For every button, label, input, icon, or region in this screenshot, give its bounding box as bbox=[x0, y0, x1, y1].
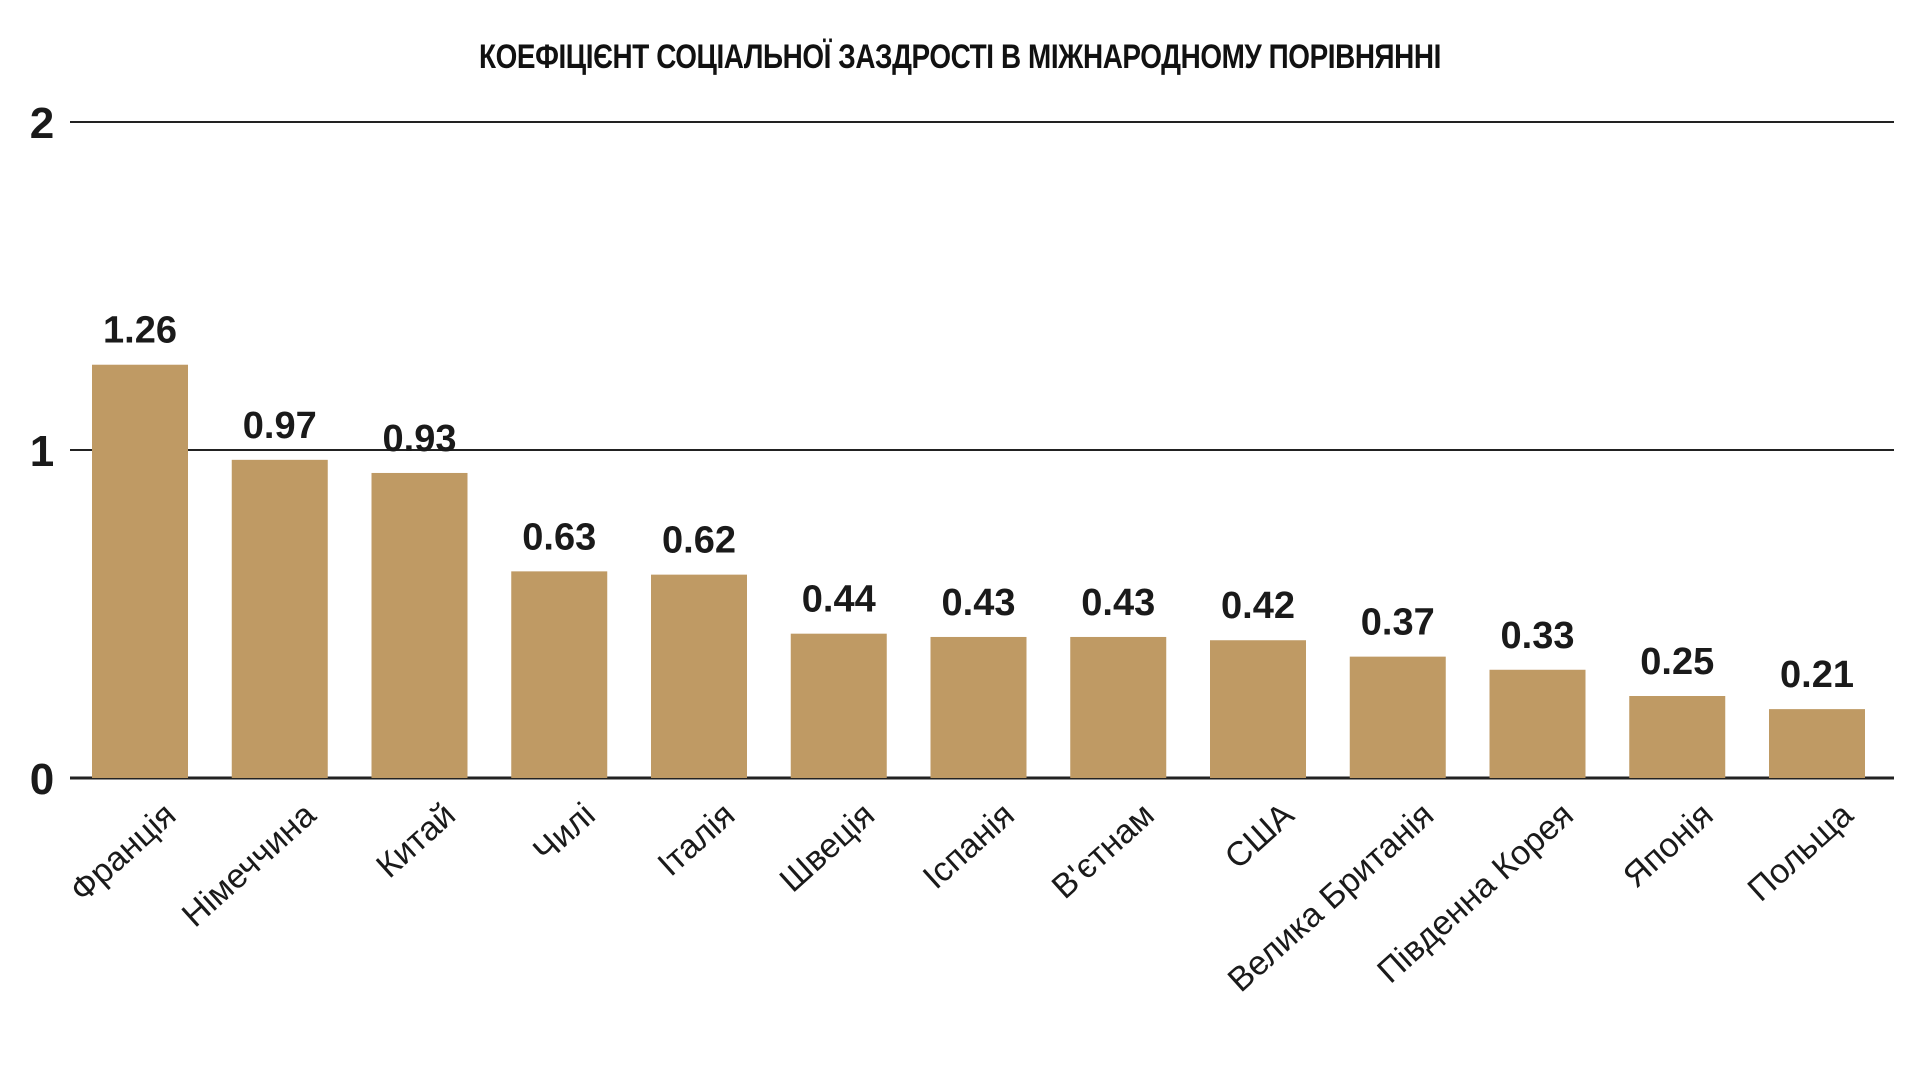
bar bbox=[790, 633, 887, 778]
category-label: Італія bbox=[651, 796, 743, 884]
bar bbox=[92, 364, 188, 778]
y-tick-label: 1 bbox=[30, 427, 54, 476]
bar bbox=[371, 472, 468, 778]
bar bbox=[511, 571, 608, 778]
value-label: 0.93 bbox=[383, 418, 457, 460]
value-label: 0.62 bbox=[662, 520, 736, 562]
bar bbox=[1769, 709, 1865, 778]
y-tick-label: 2 bbox=[30, 99, 54, 148]
category-label: Чилі bbox=[526, 796, 603, 870]
category-label: Японія bbox=[1616, 796, 1721, 896]
category-label: США bbox=[1218, 795, 1302, 876]
bars bbox=[92, 364, 1865, 778]
y-tick-label: 0 bbox=[30, 755, 54, 804]
value-label: 0.25 bbox=[1640, 641, 1714, 683]
bar bbox=[930, 636, 1027, 778]
value-label: 0.43 bbox=[1081, 582, 1155, 624]
bar bbox=[1070, 636, 1167, 778]
value-label: 1.26 bbox=[103, 310, 177, 352]
value-labels: 1.26 0.97 0.93 0.63 0.62 0.44 0.43 0.43 0.42 0.37… bbox=[103, 310, 1854, 696]
category-label: Польща bbox=[1741, 796, 1861, 909]
value-label: 0.37 bbox=[1361, 602, 1435, 644]
value-label: 0.43 bbox=[942, 582, 1016, 624]
bar bbox=[1210, 640, 1306, 778]
category-label: Китай bbox=[369, 796, 463, 886]
category-label: В'єтнам bbox=[1045, 796, 1162, 907]
value-label: 0.44 bbox=[802, 579, 876, 621]
bar bbox=[231, 459, 328, 778]
value-label: 0.97 bbox=[243, 405, 317, 447]
value-label: 0.63 bbox=[522, 516, 596, 558]
value-label: 0.33 bbox=[1501, 615, 1575, 657]
value-label: 0.42 bbox=[1221, 585, 1295, 627]
category-label: Німеччина bbox=[175, 796, 323, 935]
bar bbox=[1489, 669, 1586, 778]
chart-title: КОЕФІЦІЄНТ СОЦІАЛЬНОЇ ЗАЗДРОСТІ В МІЖНАР… bbox=[479, 38, 1441, 76]
category-label: Швеція bbox=[773, 796, 883, 900]
bar bbox=[1349, 656, 1446, 778]
value-label: 0.21 bbox=[1780, 654, 1854, 696]
bar bbox=[651, 574, 747, 778]
category-label: Франція bbox=[63, 796, 183, 910]
category-label: Іспанія bbox=[916, 796, 1022, 897]
bar bbox=[1629, 696, 1726, 778]
y-axis-ticks: 0 1 2 bbox=[30, 99, 54, 804]
